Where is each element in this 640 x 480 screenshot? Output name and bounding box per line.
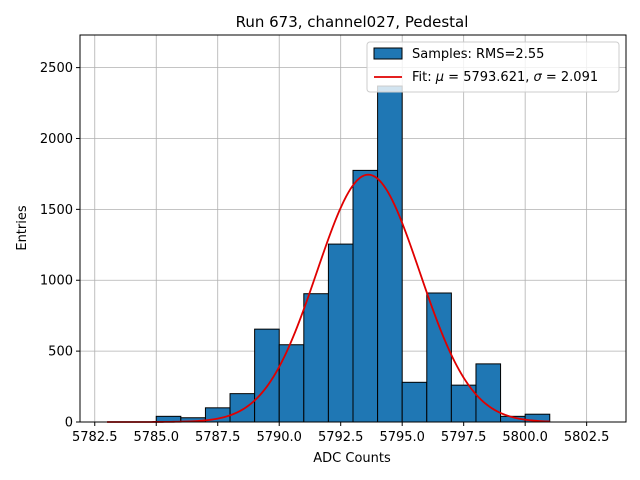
histogram-bars: [155, 85, 551, 423]
y-axis-ticks: 0 500 1000 1500 2000 2500: [40, 61, 80, 431]
histogram-bar: [401, 381, 428, 423]
legend-histogram-label: Samples: RMS=2.55: [412, 47, 544, 62]
x-tick-label: 5785.0: [133, 430, 179, 445]
plot-frame: [79, 34, 627, 423]
y-axis-label: Entries: [15, 205, 30, 251]
legend-histogram-swatch: [373, 47, 403, 60]
legend-fit-sigma-value: = 2.091: [542, 70, 598, 85]
x-tick-label: 5797.5: [441, 430, 487, 445]
x-axis-label: ADC Counts: [313, 451, 391, 466]
chart-title: Run 673, channel027, Pedestal: [236, 13, 469, 31]
histogram-bar: [229, 393, 256, 423]
x-tick-label: 5802.5: [564, 430, 610, 445]
legend-fit-prefix: Fit:: [412, 70, 436, 85]
y-tick-label: 2000: [40, 132, 73, 147]
histogram-bar: [377, 85, 403, 423]
legend-fit-sigma-symbol: σ: [534, 70, 543, 85]
y-tick-label: 2500: [40, 61, 73, 76]
histogram-bar: [327, 243, 354, 423]
x-tick-label: 5800.0: [502, 430, 548, 445]
y-tick-label: 1500: [40, 203, 73, 218]
x-tick-label: 5795.0: [379, 430, 425, 445]
x-tick-label: 5782.5: [72, 430, 118, 445]
legend-box: [366, 41, 620, 93]
x-tick-label: 5787.5: [195, 430, 241, 445]
legend-fit-mu-symbol: μ: [435, 70, 444, 85]
histogram-bar: [278, 344, 305, 423]
x-tick-label: 5792.5: [318, 430, 364, 445]
y-tick-label: 1000: [40, 274, 73, 289]
x-axis-ticks: 5782.5 5785.0 5787.5 5790.0 5792.5 5795.0 5797…: [72, 422, 609, 445]
legend-fit-mu-value: = 5793.621,: [444, 70, 533, 85]
y-tick-label: 500: [48, 345, 73, 360]
histogram-bar: [475, 363, 502, 423]
histogram-bar: [303, 293, 329, 423]
legend-fit-label: Fit: μ = 5793.621, σ = 2.091: [412, 70, 598, 85]
histogram-bar: [352, 169, 379, 423]
y-tick-label: 0: [65, 416, 73, 431]
x-tick-label: 5790.0: [256, 430, 302, 445]
histogram-bar: [254, 328, 280, 423]
histogram-bar: [426, 292, 452, 423]
legend: Samples: RMS=2.55 Fit: μ = 5793.621, σ =…: [366, 41, 620, 93]
